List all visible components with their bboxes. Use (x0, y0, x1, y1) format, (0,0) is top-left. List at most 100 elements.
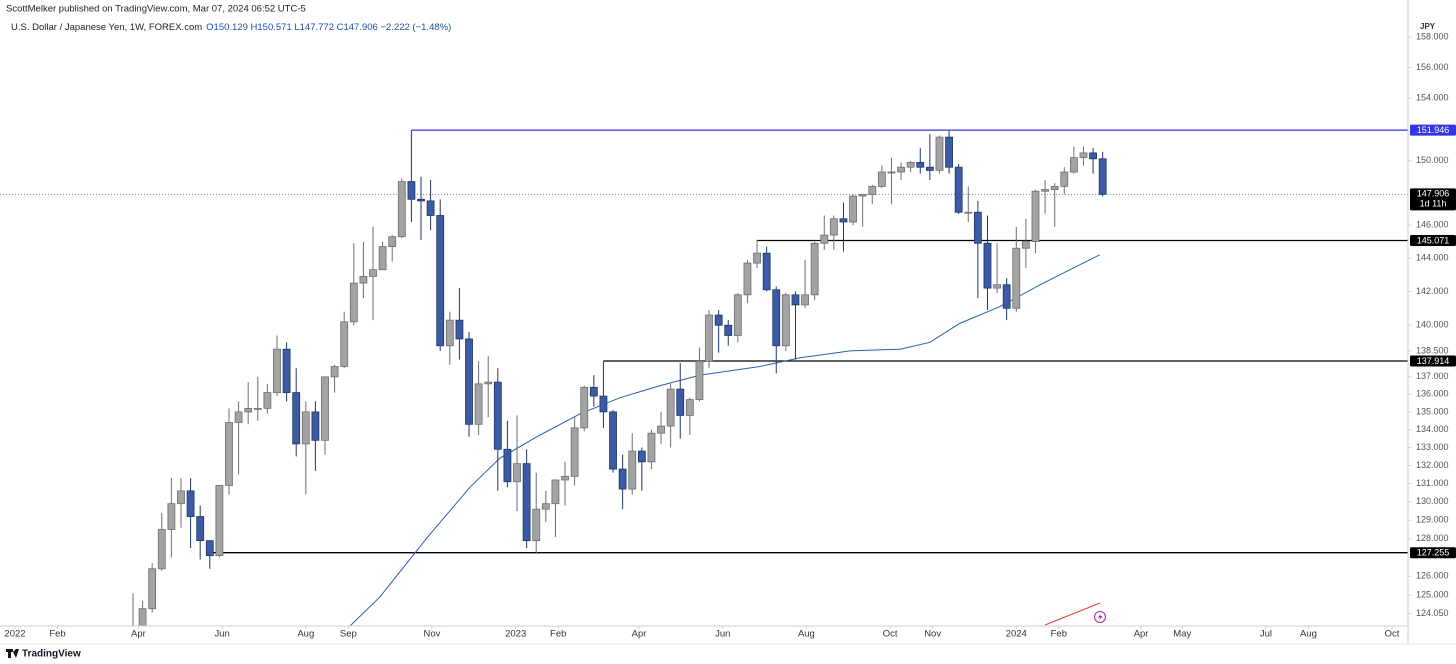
x-tick-label: Sep (340, 629, 357, 640)
x-tick-label: Apr (632, 629, 647, 640)
candle-body (301, 411, 310, 445)
candle-body (484, 381, 493, 385)
candle-body (906, 162, 915, 168)
candle-body (1079, 152, 1088, 159)
x-tick-label: Apr (131, 629, 146, 640)
y-tick-label: 131.000 (1416, 478, 1449, 488)
x-tick-label: Aug (798, 629, 815, 640)
x-tick-label: 2023 (505, 629, 526, 640)
candle-body (263, 392, 272, 409)
candle-body (916, 162, 925, 168)
y-tick-label: 125.000 (1416, 590, 1449, 600)
y-tick-label: 138.500 (1416, 345, 1449, 355)
candle-body (503, 448, 512, 483)
candle-body (493, 381, 502, 450)
candle-body (570, 427, 579, 477)
drawing-line (1044, 602, 1101, 626)
candle-body (196, 516, 205, 542)
candle-body (225, 422, 233, 486)
candle-body (762, 252, 771, 291)
candle-body (637, 450, 646, 463)
candle-body (465, 338, 473, 425)
brand: TradingView (6, 649, 81, 660)
candle-body (253, 407, 262, 410)
candle-body (513, 463, 521, 483)
candle-body (167, 503, 176, 530)
candle-body (589, 386, 598, 397)
y-tick-label: 146.000 (1416, 220, 1449, 230)
candle-body (618, 468, 627, 490)
candle-body (954, 166, 963, 213)
y-tick-label: 135.000 (1416, 406, 1449, 416)
candle-body (215, 485, 224, 557)
level-label: 127.255 (1417, 548, 1450, 558)
candle-body (138, 608, 147, 626)
y-tick-label: 124.050 (1416, 608, 1449, 618)
candle-body (474, 383, 483, 425)
plot-area (0, 129, 1408, 626)
candle-body (666, 388, 675, 427)
candle-body (244, 407, 253, 413)
candle-body (714, 314, 723, 326)
candle-body (647, 432, 656, 463)
candle-body (810, 242, 819, 296)
candle-body (407, 181, 416, 200)
publish-info: ScottMelker published on TradingView.com… (6, 4, 306, 15)
candle-body (551, 479, 560, 505)
candle-body (311, 411, 320, 441)
x-tick-label: May (1173, 629, 1191, 640)
y-tick-label: 126.000 (1416, 571, 1449, 581)
currency-label: JPY (1420, 22, 1436, 31)
moving-average-line (349, 254, 1101, 626)
x-tick-label: Aug (297, 629, 314, 640)
candle-body (580, 386, 589, 429)
candle-body (829, 218, 838, 236)
y-tick-label: 129.000 (1416, 515, 1449, 525)
candle-body (1089, 152, 1097, 160)
candle-body (1050, 186, 1059, 191)
candle-body (945, 136, 953, 168)
x-tick-label: Jun (715, 629, 730, 640)
candle-body (532, 508, 541, 542)
candle-body (321, 376, 329, 441)
x-tick-label: Nov (924, 629, 941, 640)
candle-body (839, 218, 848, 223)
candle-body (177, 490, 185, 505)
candle-body (522, 463, 531, 542)
y-tick-label: 150.000 (1416, 155, 1449, 165)
candle-body (417, 198, 425, 202)
candle-body (724, 324, 733, 336)
level-label: 137.914 (1417, 356, 1450, 366)
y-tick-label: 136.000 (1416, 389, 1449, 399)
candle-body (935, 136, 944, 171)
candle-body (973, 211, 982, 244)
candle-body (397, 181, 406, 238)
candle-body (234, 411, 243, 423)
candle-body (983, 242, 992, 289)
candle-body (378, 246, 387, 271)
symbol-title: U.S. Dollar / Japanese Yen, 1W, FOREX.co… (11, 22, 202, 33)
y-tick-label: 144.000 (1416, 252, 1449, 262)
y-tick-label: 158.000 (1416, 31, 1449, 41)
countdown-label: 1d 11h (1420, 199, 1447, 209)
candle-body (349, 282, 358, 323)
candle-body (897, 166, 905, 173)
candle-body (273, 348, 281, 393)
level-label-box (1410, 547, 1456, 559)
x-tick-label: Aug (1300, 629, 1317, 640)
candle-body (1002, 284, 1011, 309)
y-tick-label: 140.000 (1416, 320, 1449, 330)
candle-body (1098, 158, 1107, 195)
candle-body (849, 195, 857, 223)
candle-body (388, 236, 397, 247)
candle-body (781, 294, 790, 347)
candle-body (964, 211, 973, 214)
y-tick-label: 156.000 (1416, 62, 1449, 72)
candle-body (858, 194, 867, 197)
x-tick-label: Oct (883, 629, 898, 640)
candle-body (599, 395, 608, 413)
candle-body (148, 568, 157, 610)
candle-body (628, 450, 637, 490)
candle-body (330, 366, 339, 378)
